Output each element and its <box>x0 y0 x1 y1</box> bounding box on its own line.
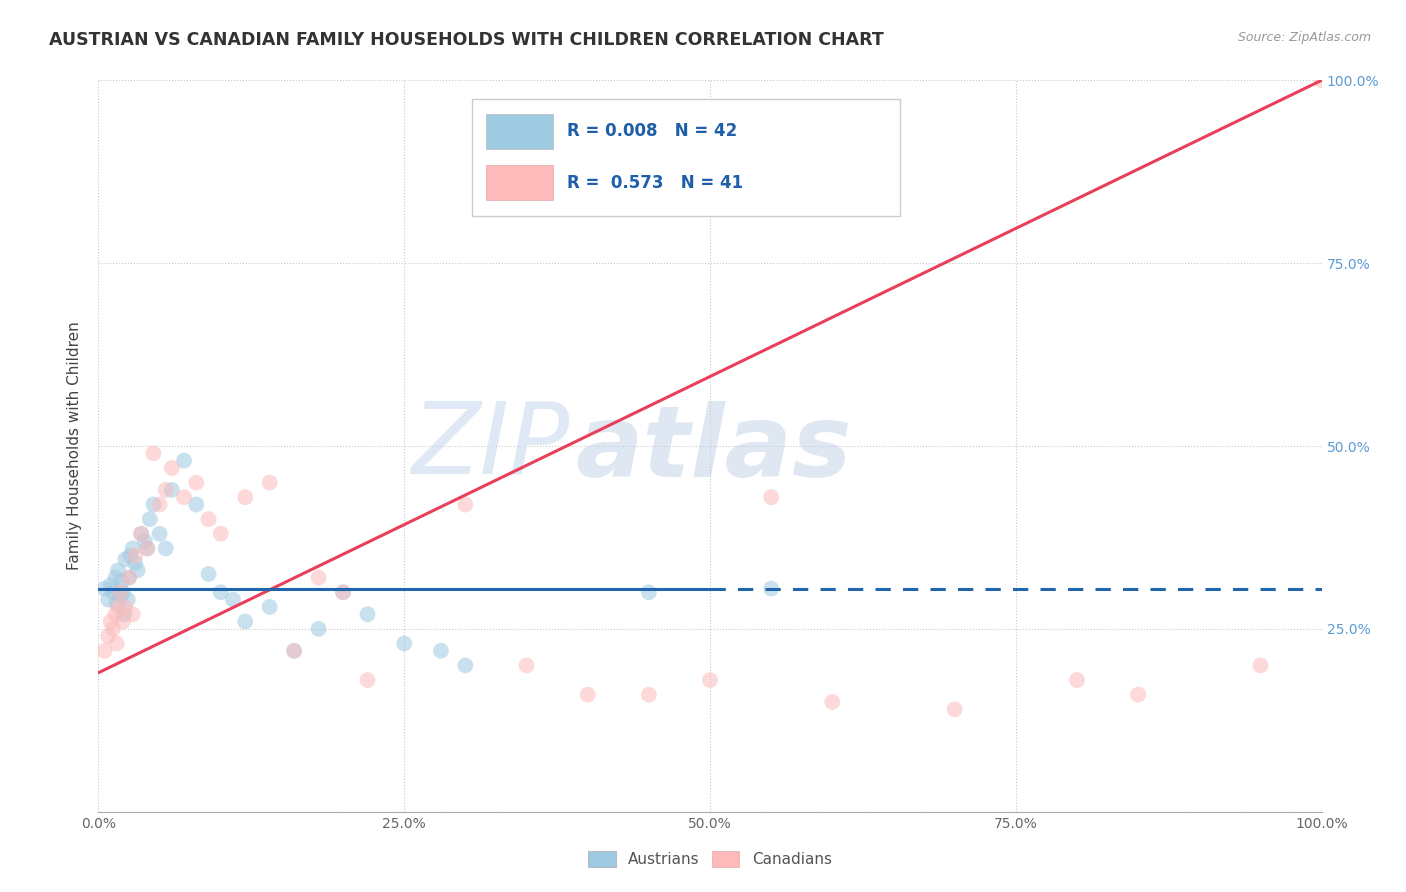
Point <box>142 446 165 460</box>
Point <box>107 599 129 614</box>
Point <box>943 702 966 716</box>
Point <box>576 688 599 702</box>
Text: ZIP: ZIP <box>411 398 569 494</box>
Point <box>100 615 122 629</box>
Point <box>283 644 305 658</box>
Y-axis label: Family Households with Children: Family Households with Children <box>67 322 83 570</box>
Point <box>114 552 136 566</box>
Point <box>149 498 172 512</box>
Point <box>155 483 177 497</box>
Point <box>1250 658 1272 673</box>
Point <box>356 607 378 622</box>
Point <box>110 589 132 603</box>
Point <box>111 574 134 589</box>
Point <box>136 541 159 556</box>
Point <box>111 585 134 599</box>
Point <box>761 582 783 596</box>
Point <box>332 585 354 599</box>
Point <box>160 483 183 497</box>
Text: atlas: atlas <box>575 401 852 498</box>
Point <box>332 585 354 599</box>
Point <box>105 596 128 610</box>
Point <box>1310 73 1333 87</box>
Point <box>97 592 120 607</box>
Point <box>186 475 208 490</box>
Legend: Austrians, Canadians: Austrians, Canadians <box>582 846 838 873</box>
Point <box>821 695 844 709</box>
Point <box>104 571 127 585</box>
Point <box>209 526 232 541</box>
Point <box>129 526 152 541</box>
Text: AUSTRIAN VS CANADIAN FAMILY HOUSEHOLDS WITH CHILDREN CORRELATION CHART: AUSTRIAN VS CANADIAN FAMILY HOUSEHOLDS W… <box>49 31 884 49</box>
Point <box>114 599 136 614</box>
Point <box>454 658 477 673</box>
Point <box>516 658 538 673</box>
Point <box>283 644 305 658</box>
Point <box>118 571 141 585</box>
Point <box>121 607 143 622</box>
Point <box>149 526 172 541</box>
Point <box>107 563 129 577</box>
Point <box>638 585 661 599</box>
Point <box>105 636 128 650</box>
Point <box>118 571 141 585</box>
Point <box>638 688 661 702</box>
Point <box>173 453 195 467</box>
Point <box>93 582 115 596</box>
Point <box>120 549 142 563</box>
Point <box>233 490 256 504</box>
Point <box>308 571 330 585</box>
Point <box>197 512 219 526</box>
Point <box>761 490 783 504</box>
Point <box>142 498 165 512</box>
Point <box>155 541 177 556</box>
Point <box>197 567 219 582</box>
Point <box>117 592 139 607</box>
Point <box>392 636 416 650</box>
Point <box>121 541 143 556</box>
Point <box>124 549 146 563</box>
Point <box>104 607 127 622</box>
Point <box>454 498 477 512</box>
Point <box>308 622 330 636</box>
Point <box>430 644 453 658</box>
Point <box>139 512 162 526</box>
Point <box>233 615 256 629</box>
Point <box>97 629 120 643</box>
Point <box>112 607 135 622</box>
Text: Source: ZipAtlas.com: Source: ZipAtlas.com <box>1237 31 1371 45</box>
Point <box>124 556 146 570</box>
Point <box>222 592 245 607</box>
Point <box>356 673 378 687</box>
Point <box>93 644 115 658</box>
Point <box>209 585 232 599</box>
Point <box>136 541 159 556</box>
Point <box>699 673 721 687</box>
Point <box>100 578 122 592</box>
Point <box>1128 688 1150 702</box>
Point <box>101 585 124 599</box>
Text: R = 0.008   N = 42: R = 0.008 N = 42 <box>567 122 737 140</box>
Bar <box>486 114 554 149</box>
Bar <box>486 165 554 201</box>
Point <box>129 526 152 541</box>
Point <box>160 461 183 475</box>
Point <box>259 599 281 614</box>
Point <box>186 498 208 512</box>
Point <box>134 534 156 549</box>
Point <box>259 475 281 490</box>
Point <box>173 490 195 504</box>
Text: R =  0.573   N = 41: R = 0.573 N = 41 <box>567 174 742 192</box>
Point <box>110 585 132 599</box>
Point <box>1066 673 1088 687</box>
FancyBboxPatch shape <box>471 99 900 216</box>
Point <box>101 622 124 636</box>
Point <box>127 563 149 577</box>
Point <box>111 615 134 629</box>
